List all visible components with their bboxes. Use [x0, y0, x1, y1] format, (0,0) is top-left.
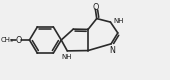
Text: O: O: [15, 36, 22, 44]
Text: CH₃: CH₃: [1, 37, 14, 43]
Text: NH: NH: [114, 18, 124, 24]
Text: N: N: [109, 46, 115, 55]
Text: O: O: [92, 3, 99, 12]
Text: NH: NH: [61, 54, 72, 60]
